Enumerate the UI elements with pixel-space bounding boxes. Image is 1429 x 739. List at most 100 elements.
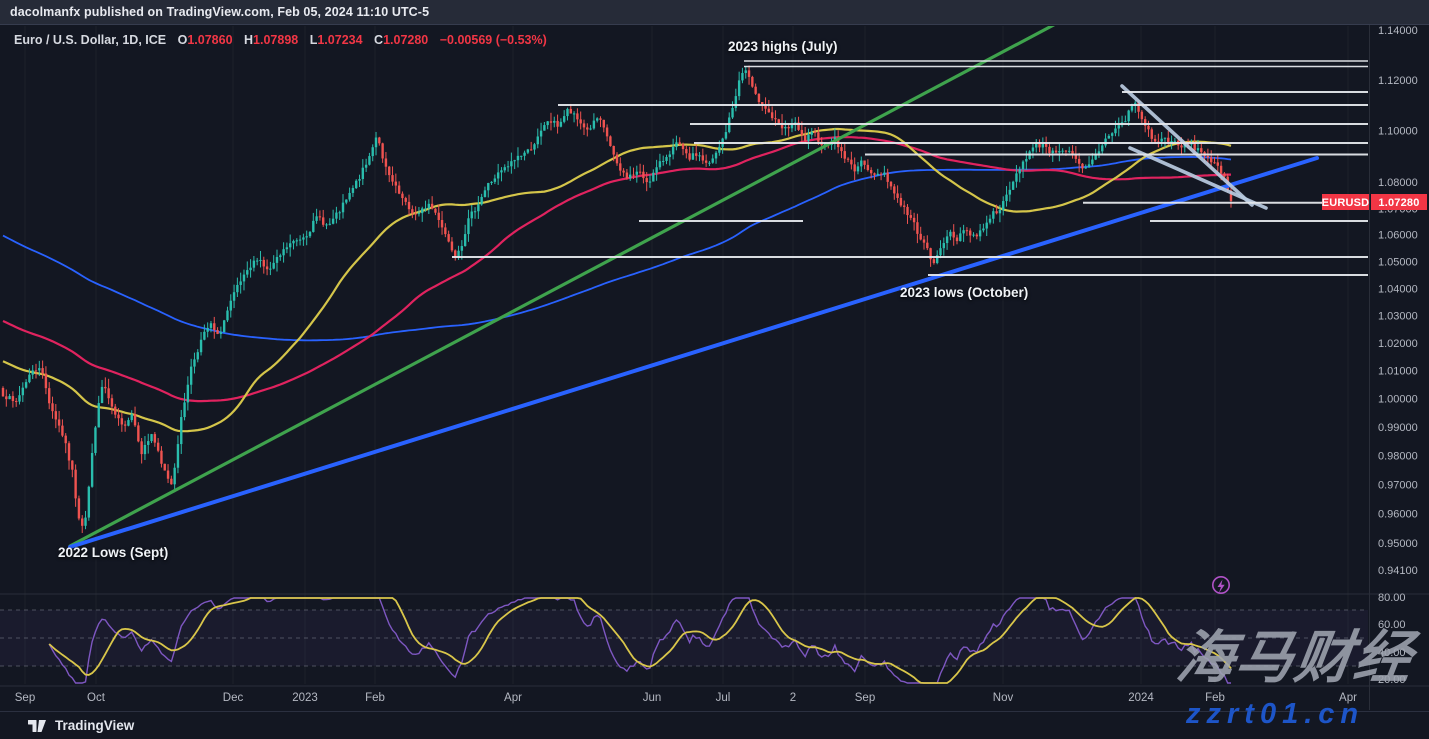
rsi-axis-label[interactable]: 20.00 — [1378, 674, 1406, 686]
candle-body — [995, 211, 998, 214]
candle-body — [41, 368, 44, 374]
green-uptrend-line[interactable] — [68, 20, 1063, 548]
time-axis-label[interactable]: 2 — [790, 692, 796, 704]
candle-body — [764, 105, 767, 109]
candle-body — [107, 388, 110, 399]
tradingview-brand[interactable]: TradingView — [55, 718, 135, 733]
price-axis-label[interactable]: 0.94100 — [1378, 565, 1418, 577]
candle-body — [902, 205, 906, 207]
time-axis-label[interactable]: Jun — [643, 692, 662, 704]
rsi-axis[interactable]: 80.00 60.00 40.00 20.00 — [1378, 592, 1406, 686]
candle-body — [1209, 157, 1213, 163]
candle-body — [893, 186, 896, 194]
candle-body — [1015, 173, 1018, 182]
candle-body — [1008, 189, 1012, 195]
candle-body — [163, 463, 166, 471]
price-axis-label[interactable]: 1.05000 — [1378, 256, 1418, 268]
change-value: −0.00569 (−0.53%) — [439, 33, 547, 47]
flash-icon[interactable] — [1212, 575, 1231, 594]
candle-body — [1091, 159, 1094, 165]
candle-body — [629, 174, 632, 179]
price-axis-label[interactable]: 0.95000 — [1378, 538, 1418, 550]
candle-body — [127, 420, 130, 426]
candle-body — [642, 171, 645, 179]
price-axis-label[interactable]: 1.04000 — [1378, 283, 1418, 295]
candle-body — [599, 118, 602, 120]
time-axis-label[interactable]: 2024 — [1128, 692, 1154, 704]
candle-body — [262, 259, 265, 267]
candle-body — [969, 230, 972, 236]
candle-body — [269, 268, 272, 270]
time-axis-label[interactable]: Dec — [223, 692, 244, 704]
candle-body — [140, 441, 143, 455]
time-axis[interactable]: Sep Oct Dec 2023 Feb Apr Jun Jul 2 Sep Nov 2024 Feb A… — [15, 692, 1357, 704]
candle-body — [8, 396, 11, 400]
candle-body — [114, 406, 117, 415]
candle-body — [331, 218, 335, 224]
candle-body — [137, 425, 140, 442]
price-axis-label[interactable]: 0.96000 — [1378, 509, 1418, 521]
candle-body — [120, 418, 124, 425]
price-axis-label[interactable]: 1.10000 — [1378, 126, 1418, 138]
candle-body — [143, 444, 147, 455]
price-axis-label[interactable]: 0.97000 — [1378, 479, 1418, 491]
rsi-axis-label[interactable]: 80.00 — [1378, 592, 1406, 604]
candle-body — [576, 113, 579, 120]
flash-circle[interactable] — [1212, 575, 1231, 594]
candle-body — [288, 243, 292, 248]
candle-body — [602, 119, 605, 128]
candle-body — [24, 382, 28, 388]
candle-body — [513, 160, 516, 162]
tradingview-logo-icon[interactable] — [28, 718, 47, 734]
blue-uptrend-line[interactable] — [68, 156, 1319, 549]
rsi-smoothing-line — [48, 597, 1232, 684]
candle-body — [1150, 129, 1153, 139]
time-axis-label[interactable]: Apr — [504, 692, 522, 704]
rsi-axis-label[interactable]: 40.00 — [1378, 647, 1406, 659]
price-axis-label[interactable]: 1.01000 — [1378, 366, 1418, 378]
candle-body — [21, 387, 25, 396]
time-axis-label[interactable]: Sep — [855, 692, 875, 704]
time-axis-label[interactable]: Apr — [1339, 692, 1357, 704]
time-axis-label[interactable]: Sep — [15, 692, 35, 704]
price-axis[interactable]: 1.140001.120001.100001.080001.070001.060… — [1378, 25, 1418, 577]
price-label-symbol: EURUSD — [1322, 194, 1369, 210]
candle-body — [54, 411, 58, 420]
candle-body — [5, 396, 8, 400]
candle-body — [1196, 148, 1200, 151]
price-axis-label[interactable]: 1.08000 — [1378, 177, 1418, 189]
candle-body — [972, 234, 975, 236]
candle-body — [18, 395, 21, 402]
candle-body — [549, 121, 553, 123]
candle-body — [635, 171, 639, 175]
price-axis-label[interactable]: 0.99000 — [1378, 422, 1418, 434]
candle-body — [364, 164, 368, 168]
horizontal-levels[interactable] — [452, 60, 1368, 276]
price-axis-label[interactable]: 1.02000 — [1378, 338, 1418, 350]
time-axis-label[interactable]: Nov — [993, 692, 1014, 704]
candle-body — [510, 161, 513, 167]
time-axis-label[interactable]: Oct — [87, 692, 106, 704]
candle-body — [173, 467, 176, 485]
annotation-2022-lows: 2022 Lows (Sept) — [58, 545, 169, 560]
candle-body — [978, 230, 982, 237]
time-axis-label[interactable]: Feb — [1205, 692, 1225, 704]
price-axis-label[interactable]: 1.14000 — [1378, 25, 1418, 37]
candle-body — [566, 108, 569, 117]
wedge-lower-line[interactable] — [1128, 146, 1268, 210]
time-axis-label[interactable]: Jul — [716, 692, 731, 704]
rsi-axis-label[interactable]: 60.00 — [1378, 619, 1406, 631]
price-axis-label[interactable]: 1.12000 — [1378, 75, 1418, 87]
trendlines[interactable] — [68, 20, 1319, 549]
time-axis-label[interactable]: 2023 — [292, 692, 318, 704]
candle-body — [427, 203, 431, 209]
candle-body — [275, 257, 279, 263]
price-axis-label[interactable]: 1.00000 — [1378, 394, 1418, 406]
time-axis-label[interactable]: Feb — [365, 692, 385, 704]
price-axis-label[interactable]: 1.03000 — [1378, 311, 1418, 323]
lightning-bolt-icon[interactable] — [1217, 579, 1225, 594]
price-axis-label[interactable]: 0.98000 — [1378, 451, 1418, 463]
candle-body — [592, 120, 596, 129]
price-axis-label[interactable]: 1.06000 — [1378, 230, 1418, 242]
